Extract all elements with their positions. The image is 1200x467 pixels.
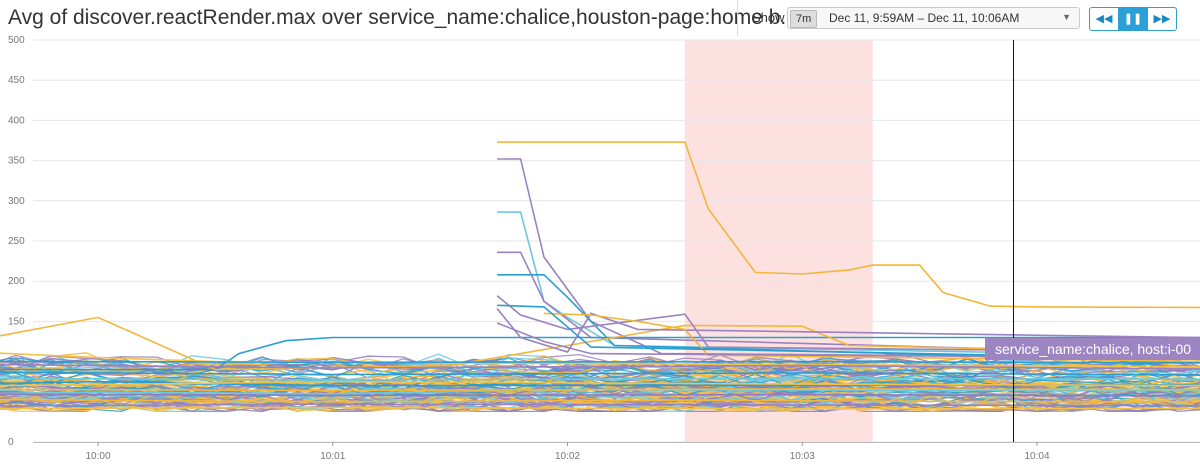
series-line — [0, 363, 1200, 370]
y-tick-label: 200 — [8, 276, 25, 287]
y-tick-label: 350 — [8, 156, 25, 167]
x-tick-label: 10:03 — [790, 451, 815, 462]
series-line — [0, 357, 1200, 376]
series-line — [543, 312, 1200, 363]
series-line — [0, 380, 1200, 387]
series-line — [0, 376, 1200, 394]
x-tick-label: 10:01 — [320, 451, 345, 462]
series-line — [0, 393, 1200, 412]
chevron-down-icon: ▼ — [1062, 12, 1071, 22]
series-line — [0, 336, 1200, 371]
pause-icon: ❚❚ — [1123, 13, 1143, 25]
forward-button[interactable]: ▶▶ — [1148, 8, 1176, 30]
rewind-icon: ◀◀ — [1095, 13, 1113, 25]
series-line — [0, 393, 1200, 413]
y-tick-label: 300 — [8, 196, 25, 207]
series-line — [0, 316, 1200, 371]
forward-icon: ▶▶ — [1153, 13, 1171, 25]
series-line — [0, 398, 1200, 403]
series-line — [0, 391, 1200, 410]
series-line — [0, 393, 1200, 410]
y-tick-label: 500 — [8, 36, 25, 46]
series-line — [0, 357, 1200, 377]
series-line — [0, 388, 1200, 392]
series-line — [0, 383, 1200, 401]
y-tick-label: 150 — [8, 316, 25, 327]
button-separator — [1147, 8, 1148, 30]
series-line — [0, 382, 1200, 402]
x-tick-label: 10:02 — [555, 451, 580, 462]
series-line — [0, 369, 1200, 388]
series-line — [0, 377, 1200, 381]
series-line — [0, 397, 1200, 413]
series-line — [0, 406, 1200, 410]
series-line — [497, 141, 1200, 309]
time-range-select[interactable]: 7m Dec 11, 9:59AM – Dec 11, 10:06AM ▼ — [787, 7, 1080, 29]
series-line — [0, 384, 1200, 404]
series-line — [0, 356, 1200, 376]
rewind-button[interactable]: ◀◀ — [1090, 8, 1118, 30]
series-line — [496, 295, 1200, 353]
series-tooltip: service_name:chalice, host:i-00 — [985, 338, 1200, 360]
series-line — [0, 388, 1200, 395]
pause-button[interactable]: ❚❚ — [1119, 8, 1147, 30]
series-line — [0, 362, 1200, 382]
time-range-text: Dec 11, 9:59AM – Dec 11, 10:06AM — [829, 11, 1020, 25]
series-line — [0, 372, 1200, 388]
series-line — [0, 403, 1200, 407]
series-line — [0, 393, 1200, 397]
button-separator — [1118, 8, 1119, 30]
series-line — [0, 395, 1200, 413]
x-tick-label: 10:00 — [85, 451, 110, 462]
series-line — [496, 307, 1200, 353]
playback-controls: ◀◀ ❚❚ ▶▶ — [1089, 7, 1177, 31]
y-tick-label: 400 — [8, 115, 25, 126]
x-tick-label: 10:04 — [1024, 451, 1049, 462]
chart-title: Avg of discover.reactRender.max over ser… — [8, 6, 798, 29]
range-badge: 7m — [790, 10, 818, 28]
series-line — [0, 355, 1200, 373]
series-line — [0, 352, 1200, 368]
series-line — [0, 396, 1200, 413]
y-tick-label: 450 — [8, 75, 25, 86]
series-line — [0, 371, 1200, 376]
series-line — [0, 396, 1200, 413]
header-bar: Avg of discover.reactRender.max over ser… — [0, 0, 1200, 36]
y-tick-label: 0 — [8, 437, 14, 448]
series-line — [0, 386, 1200, 405]
series-line — [0, 360, 1200, 364]
show-label: Show — [752, 10, 785, 25]
series-line — [0, 359, 1200, 377]
y-tick-label: 250 — [8, 236, 25, 247]
series-line — [0, 386, 1200, 406]
header-divider — [737, 0, 738, 36]
